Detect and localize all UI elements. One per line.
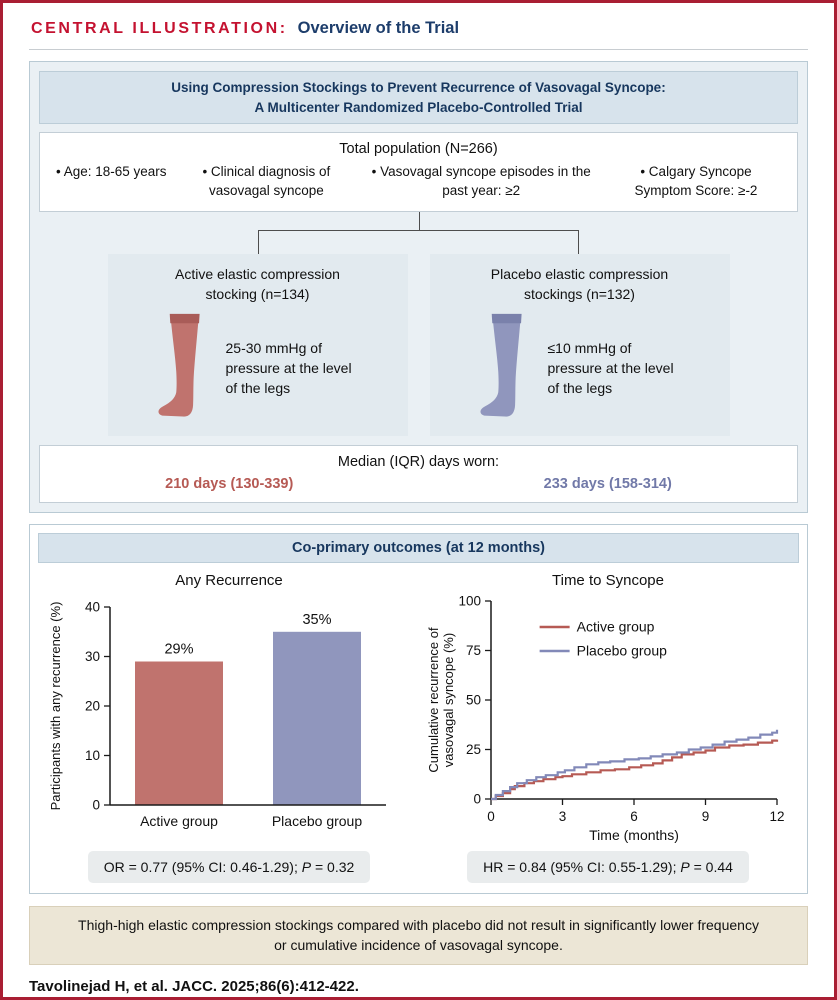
active-days-value: 210 days (130-339) — [165, 476, 294, 493]
y-axis-label: Cumulative recurrence of — [426, 627, 441, 773]
x-category-label: Placebo group — [272, 813, 363, 829]
adherence-values: 210 days (130-339) 233 days (158-314) — [40, 476, 797, 492]
y-tick-label: 0 — [92, 798, 100, 813]
header: CENTRAL ILLUSTRATION: Overview of the Tr… — [29, 11, 808, 50]
odds-ratio-stat-box: OR = 0.77 (95% CI: 0.46-1.29); P = 0.32 — [87, 851, 371, 884]
placebo-arm-content: ≤10 mmHg of pressure at the level of the… — [442, 312, 718, 424]
conclusion-box: Thigh-high elastic compression stockings… — [29, 906, 808, 965]
adherence-box: Median (IQR) days worn: 210 days (130-33… — [39, 445, 798, 504]
y-tick-label: 0 — [473, 792, 481, 807]
any-recurrence-column: Any Recurrence 0 10 20 30 40 29% Active group 3… — [40, 565, 418, 884]
bar-value-label: 29% — [164, 642, 193, 658]
hr-stat-suffix: = 0.44 — [689, 859, 733, 876]
randomization-connector — [39, 211, 798, 254]
hazard-ratio-stat-box: HR = 0.84 (95% CI: 0.55-1.29); P = 0.44 — [467, 851, 749, 884]
population-bullet: • Vasovagal syncope episodes in the past… — [371, 164, 591, 199]
y-tick-label: 50 — [466, 693, 481, 708]
population-heading: Total population (N=266) — [339, 141, 498, 158]
time-to-syncope-column: Time to Syncope 0 25 50 75 100 0 3 6 9 12 Active g… — [419, 565, 797, 884]
trial-title-box: Using Compression Stockings to Prevent R… — [39, 71, 798, 125]
population-bullet: • Calgary Syncope Symptom Score: ≥-2 — [634, 164, 758, 199]
x-axis-label: Time (months) — [589, 827, 679, 843]
compression-stocking-icon — [480, 313, 522, 417]
compression-stocking-icon — [158, 313, 200, 417]
x-tick-label: 0 — [487, 809, 495, 824]
y-tick-label: 40 — [85, 600, 100, 615]
y-tick-label: 10 — [85, 748, 100, 763]
population-box: Total population (N=266) • Age: 18-65 ye… — [39, 132, 798, 212]
active-arm-content: 25-30 mmHg of pressure at the level of t… — [120, 312, 396, 424]
adherence-heading: Median (IQR) days worn: — [337, 454, 500, 471]
p-value-symbol: P — [680, 859, 690, 876]
population-bullets: • Age: 18-65 years • Clinical diagnosis … — [52, 163, 785, 201]
hr-stat-prefix: HR = 0.84 (95% CI: 0.55-1.29); — [483, 859, 681, 876]
time-to-syncope-line-chart: 0 25 50 75 100 0 3 6 9 12 Active group Placebo grou… — [426, 594, 785, 844]
citation: Tavolinejad H, et al. JACC. 2025;86(6):4… — [29, 977, 359, 995]
or-stat-suffix: = 0.32 — [311, 859, 355, 876]
y-tick-label: 100 — [458, 594, 481, 609]
trial-title-line-2: A Multicenter Randomized Placebo-Control… — [254, 99, 583, 115]
km-chart-title: Time to Syncope — [552, 572, 664, 590]
bar-chart-title: Any Recurrence — [175, 572, 283, 590]
population-bullet: • Age: 18-65 years — [56, 164, 167, 180]
y-tick-label: 30 — [85, 649, 100, 664]
x-tick-label: 12 — [769, 809, 784, 824]
connector-stem — [418, 211, 420, 230]
km-curve — [491, 739, 779, 801]
active-arm-box: Active elastic compression stocking (n=1… — [107, 253, 408, 437]
p-value-symbol: P — [301, 859, 312, 876]
legend-label: Active group — [577, 619, 655, 635]
bar-value-label: 35% — [302, 612, 331, 628]
y-axis-label: vasovagal syncope (%) — [441, 633, 456, 767]
or-stat-prefix: OR = 0.77 (95% CI: 0.46-1.29); — [103, 859, 302, 876]
any-recurrence-bar-chart: 0 10 20 30 40 29% Active group 35% Placebo group… — [48, 600, 386, 829]
legend-label: Placebo group — [577, 643, 668, 659]
placebo-days-value: 233 days (158-314) — [543, 476, 672, 493]
placebo-arm-title: Placebo elastic compression stockings (n… — [490, 265, 669, 302]
x-tick-label: 3 — [559, 809, 567, 824]
x-tick-label: 6 — [630, 809, 638, 824]
trial-arms: Active elastic compression stocking (n=1… — [39, 253, 798, 437]
placebo-arm-description: ≤10 mmHg of pressure at the level of the… — [547, 339, 674, 397]
active-arm-description: 25-30 mmHg of pressure at the level of t… — [225, 339, 352, 397]
page-title: Overview of the Trial — [297, 19, 460, 37]
placebo-arm-box: Placebo elastic compression stockings (n… — [429, 253, 730, 437]
active-arm-title: Active elastic compression stocking (n=1… — [175, 265, 340, 302]
km-curve — [491, 729, 779, 801]
connector-left-drop — [257, 229, 259, 254]
bar — [135, 661, 223, 806]
bar — [273, 631, 361, 806]
outcomes-panel: Co-primary outcomes (at 12 months) Any R… — [29, 524, 808, 895]
outcomes-heading: Co-primary outcomes (at 12 months) — [38, 533, 799, 564]
charts-row: Any Recurrence 0 10 20 30 40 29% Active group 3… — [38, 563, 799, 884]
trial-title-line-1: Using Compression Stockings to Prevent R… — [171, 80, 666, 95]
population-bullet: • Clinical diagnosis of vasovagal syncop… — [202, 164, 331, 199]
connector-bar — [257, 229, 580, 231]
y-tick-label: 20 — [85, 699, 100, 714]
y-tick-label: 75 — [466, 643, 481, 658]
x-category-label: Active group — [140, 813, 218, 829]
y-tick-label: 25 — [466, 742, 481, 757]
kicker-label: CENTRAL ILLUSTRATION: — [31, 20, 288, 37]
connector-right-drop — [578, 229, 580, 254]
y-axis-label: Participants with any recurrence (%) — [48, 602, 63, 811]
trial-overview-panel: Using Compression Stockings to Prevent R… — [29, 61, 808, 514]
x-tick-label: 9 — [702, 809, 710, 824]
